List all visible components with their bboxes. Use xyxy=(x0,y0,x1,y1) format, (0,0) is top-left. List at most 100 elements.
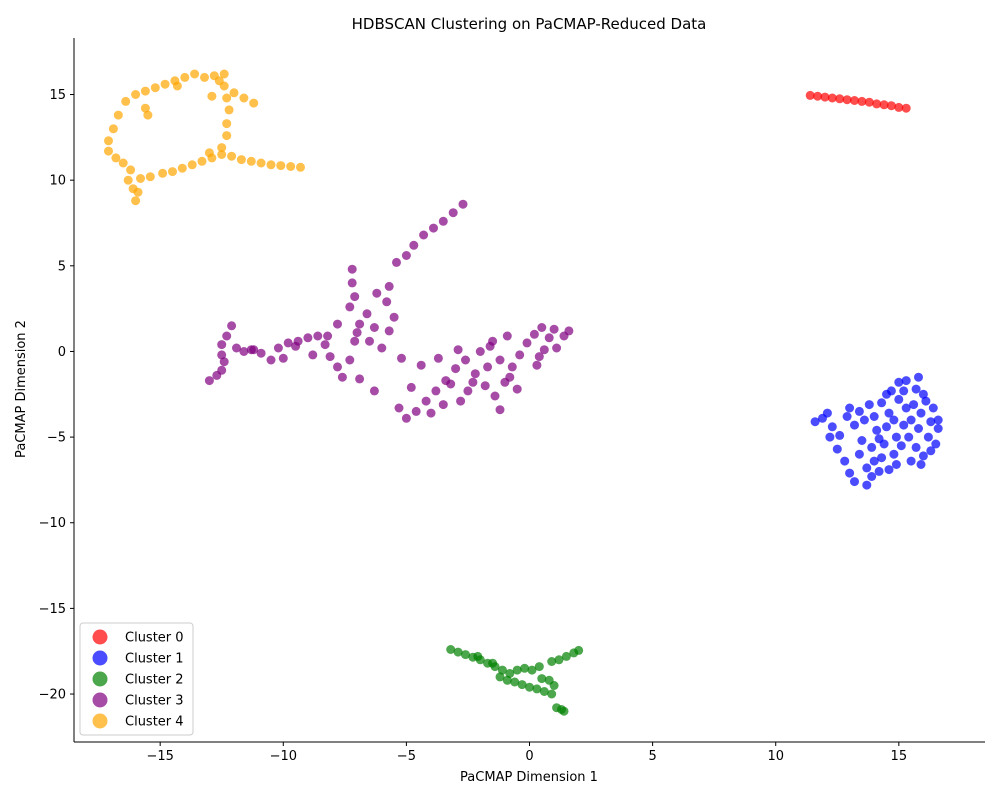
x-tick-label: 0 xyxy=(525,749,533,764)
cluster-3-point-87 xyxy=(485,341,495,351)
cluster-2-point-0 xyxy=(446,645,456,654)
cluster-3-point-38 xyxy=(409,240,419,250)
cluster-4-point-34 xyxy=(160,79,170,89)
cluster-1-point-3 xyxy=(827,422,837,432)
cluster-0-point-12 xyxy=(894,102,904,112)
cluster-3-point-37 xyxy=(401,251,411,260)
cluster-3-point-95 xyxy=(352,328,362,338)
cluster-4-point-45 xyxy=(126,165,136,175)
cluster-1-point-45 xyxy=(914,424,923,433)
cluster-2-point-10 xyxy=(502,675,512,685)
y-tick-label: 0 xyxy=(58,345,66,360)
cluster-3-point-86 xyxy=(539,345,549,355)
cluster-1-point-38 xyxy=(904,432,914,442)
cluster-3-point-77 xyxy=(483,362,493,372)
cluster-3-point-94 xyxy=(372,288,382,298)
cluster-3-point-27 xyxy=(347,278,357,288)
cluster-4-point-14 xyxy=(256,158,266,168)
cluster-1-point-37 xyxy=(896,441,906,451)
cluster-3-point-41 xyxy=(438,216,448,226)
cluster-1-point-62 xyxy=(891,460,901,469)
cluster-3-point-20 xyxy=(333,362,342,372)
cluster-3-point-64 xyxy=(552,343,562,353)
legend-label: Cluster 1 xyxy=(125,652,184,667)
cluster-4-point-47 xyxy=(143,110,153,120)
cluster-1-point-51 xyxy=(933,415,943,425)
cluster-3-point-93 xyxy=(505,372,515,382)
legend: Cluster 0 Cluster 1 Cluster 2 Cluster 3 Clus… xyxy=(79,622,194,736)
x-tick-label: 10 xyxy=(767,749,784,764)
cluster-4-point-12 xyxy=(236,155,246,165)
cluster-1-point-22 xyxy=(877,398,887,408)
cluster-3-point-9 xyxy=(239,347,249,356)
cluster-1-point-17 xyxy=(867,472,877,481)
cluster-3-point-4 xyxy=(217,350,227,360)
cluster-0-point-8 xyxy=(864,97,874,107)
cluster-2-point-28 xyxy=(559,706,569,716)
cluster-3-point-42 xyxy=(448,208,458,218)
cluster-1-point-28 xyxy=(884,465,894,475)
cluster-4-point-4 xyxy=(158,168,168,178)
cluster-3-point-35 xyxy=(384,281,394,291)
cluster-2-point-12 xyxy=(517,680,527,690)
cluster-1-point-41 xyxy=(911,384,921,394)
cluster-1-point-64 xyxy=(901,376,911,386)
legend-label: Cluster 3 xyxy=(125,694,184,709)
x-axis-label: PaCMAP Dimension 1 xyxy=(460,770,598,785)
cluster-3-point-69 xyxy=(495,355,505,365)
cluster-1-point-44 xyxy=(916,408,926,418)
cluster-0-point-13 xyxy=(901,103,911,113)
cluster-1-point-6 xyxy=(832,444,842,454)
cluster-2-point-14 xyxy=(532,684,542,694)
cluster-1-point-12 xyxy=(859,415,869,425)
cluster-3-point-22 xyxy=(345,355,355,365)
cluster-3-point-46 xyxy=(394,403,404,413)
cluster-2-point-9 xyxy=(495,672,505,682)
cluster-2-point-18 xyxy=(520,663,530,673)
cluster-3-point-73 xyxy=(406,382,416,392)
cluster-1-point-56 xyxy=(850,420,859,430)
cluster-0-point-5 xyxy=(842,95,852,105)
cluster-4-point-27 xyxy=(239,93,249,103)
cluster-1-point-29 xyxy=(889,449,899,459)
cluster-3-point-52 xyxy=(451,364,461,374)
cluster-4-point-38 xyxy=(121,96,131,106)
y-tick-label: 5 xyxy=(58,259,66,274)
cluster-1-point-63 xyxy=(926,446,936,456)
cluster-1-point-11 xyxy=(854,406,864,416)
y-tick-label: 15 xyxy=(49,88,66,103)
cluster-1-point-46 xyxy=(911,442,921,452)
cluster-2-point-23 xyxy=(561,651,571,661)
cluster-3-point-58 xyxy=(507,362,517,372)
cluster-1-point-13 xyxy=(857,436,867,445)
cluster-3-point-91 xyxy=(534,352,544,362)
cluster-3-point-45 xyxy=(369,386,379,396)
cluster-3-point-53 xyxy=(461,355,470,365)
cluster-1-point-35 xyxy=(901,403,911,413)
cluster-3-point-11 xyxy=(256,348,266,358)
cluster-0-point-0 xyxy=(805,90,815,100)
cluster-3-point-29 xyxy=(362,309,372,319)
legend-marker xyxy=(92,629,108,645)
cluster-3-point-24 xyxy=(355,319,365,329)
cluster-3-point-28 xyxy=(347,264,357,274)
cluster-3-point-40 xyxy=(429,223,438,233)
cluster-1-point-59 xyxy=(931,439,941,449)
cluster-4-point-18 xyxy=(296,162,305,172)
cluster-2-point-16 xyxy=(547,689,557,699)
cluster-3-point-6 xyxy=(222,331,232,341)
cluster-1-point-39 xyxy=(906,415,916,425)
cluster-0-point-11 xyxy=(886,101,896,111)
cluster-4-point-0 xyxy=(131,196,141,206)
cluster-3-point-79 xyxy=(433,353,443,363)
cluster-3-point-13 xyxy=(273,343,283,353)
cluster-3-point-7 xyxy=(227,321,237,331)
cluster-3-point-54 xyxy=(470,369,480,379)
cluster-3-point-98 xyxy=(249,345,259,355)
cluster-4-point-36 xyxy=(140,86,150,96)
cluster-3-point-55 xyxy=(480,381,490,391)
cluster-2-point-31 xyxy=(488,658,498,668)
y-tick-label: −10 xyxy=(39,516,66,531)
cluster-4-point-35 xyxy=(150,83,160,93)
cluster-3-point-26 xyxy=(350,292,360,302)
